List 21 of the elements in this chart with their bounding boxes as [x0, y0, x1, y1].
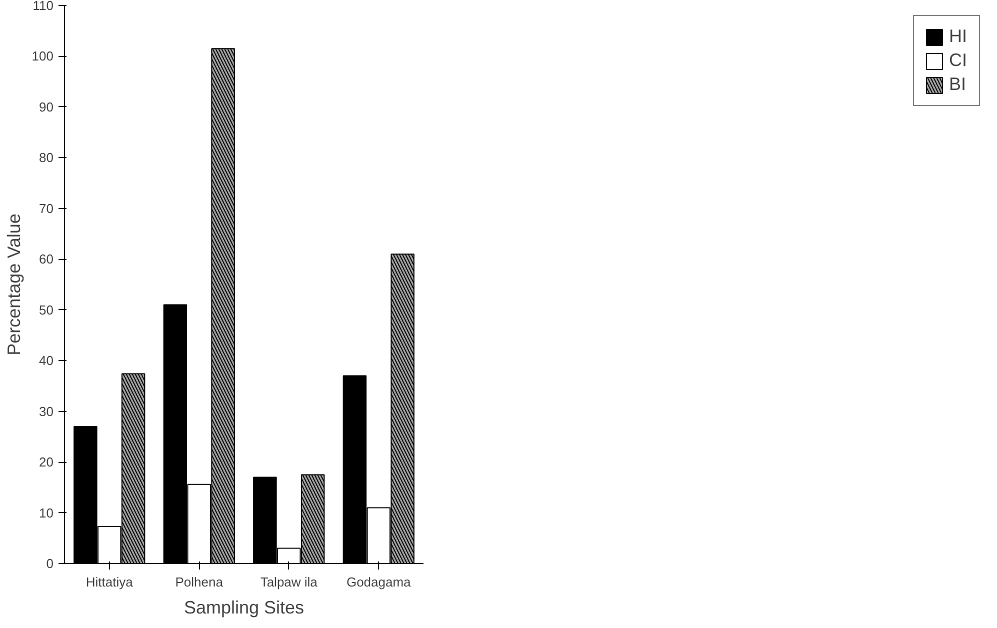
- y-tick-label: 100: [32, 48, 54, 64]
- x-tick-label: Godagama: [346, 574, 412, 590]
- x-tick-label: Hittatiya: [86, 574, 134, 590]
- y-tick-label: 10: [39, 505, 54, 520]
- y-tick-label: 90: [39, 99, 54, 114]
- y-tick-label: 0: [46, 556, 54, 571]
- legend-label: BI: [949, 74, 968, 95]
- y-tick-label: 70: [39, 200, 54, 216]
- legend-label: CI: [949, 50, 968, 71]
- legend-label: HI: [949, 26, 968, 47]
- y-tick-label: 20: [39, 454, 54, 470]
- y-tick-label: 40: [39, 353, 54, 368]
- y-tick-label: 30: [39, 404, 54, 419]
- x-tick-label: Talpaw ila: [260, 574, 318, 590]
- y-tick-label: 60: [39, 252, 54, 267]
- x-axis-title: Sampling Sites: [184, 598, 304, 618]
- x-tick-label: Polhena: [175, 574, 224, 590]
- y-tick-label: 80: [39, 150, 54, 166]
- y-axis-title: Percentage Value: [4, 214, 24, 356]
- y-tick-label: 110: [32, 0, 54, 13]
- y-tick-label: 50: [39, 302, 54, 318]
